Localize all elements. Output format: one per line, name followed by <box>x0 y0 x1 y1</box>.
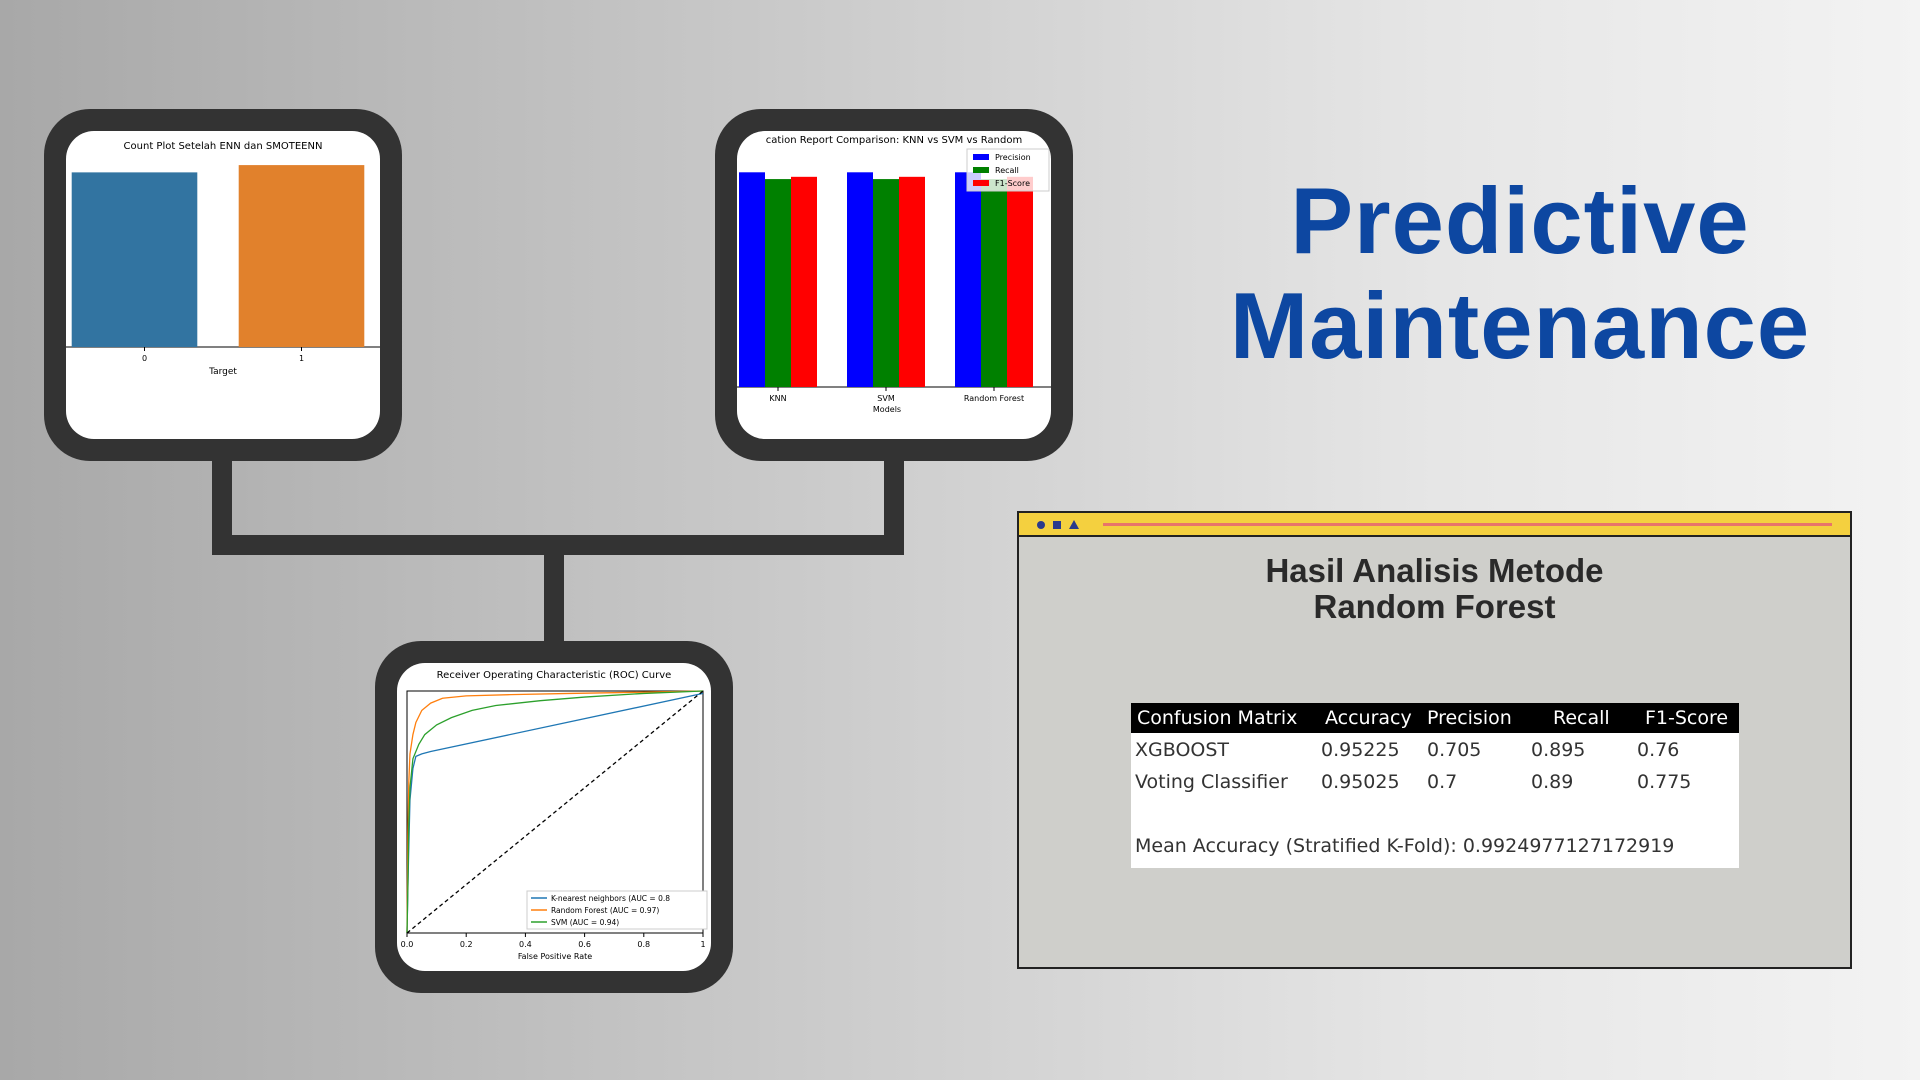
triangle-icon <box>1069 520 1079 529</box>
legend-label: Recall <box>995 166 1019 175</box>
table-cell: Voting Classifier <box>1135 771 1288 793</box>
results-heading-line1: Hasil Analisis Metode <box>1265 552 1604 589</box>
legend-swatch <box>973 154 989 160</box>
x-axis-label: Target <box>208 367 237 377</box>
results-table-header: Confusion Matrix Accuracy Precision Reca… <box>1131 703 1739 733</box>
header-cell: Recall <box>1553 707 1610 729</box>
table-cell: 0.775 <box>1637 771 1692 793</box>
legend-label: K-nearest neighbors (AUC = 0.8 <box>551 894 670 903</box>
x-tick-label: SVM <box>877 394 895 403</box>
page-title-line1: Predictive <box>1290 168 1750 273</box>
x-tick-label: 0.8 <box>637 940 650 949</box>
bar-1 <box>238 165 365 347</box>
circle-icon <box>1037 521 1045 529</box>
chart-title: cation Report Comparison: KNN vs SVM vs … <box>766 135 1022 146</box>
table-cell: 0.95225 <box>1321 739 1400 761</box>
table-cell: 0.89 <box>1531 771 1574 793</box>
table-cell: XGBOOST <box>1135 739 1230 761</box>
x-tick-label: 1 <box>299 354 304 363</box>
legend-box <box>526 890 708 930</box>
header-cell: Accuracy <box>1325 707 1412 729</box>
table-cell: 0.705 <box>1427 739 1482 761</box>
count-plot-chart: Count Plot Setelah ENN dan SMOTEENN 0 1 Tar… <box>66 141 380 377</box>
bar-recall-1 <box>873 179 899 387</box>
roc-line-1 <box>406 690 704 934</box>
roc-line-2 <box>406 690 704 934</box>
x-tick-label: KNN <box>769 394 786 403</box>
legend-label: F1-Score <box>995 179 1030 188</box>
header-cell: F1-Score <box>1645 707 1729 729</box>
chart-title: Receiver Operating Characteristic (ROC) … <box>437 670 672 681</box>
x-axis-label: False Positive Rate <box>518 952 592 961</box>
page-title-line2: Maintenance <box>1229 273 1811 378</box>
x-tick-label: 0.2 <box>460 940 473 949</box>
x-tick-label: 0.4 <box>519 940 532 949</box>
bar-precision-0 <box>739 172 765 387</box>
bar-recall-2 <box>981 179 1007 387</box>
legend-swatch <box>973 180 989 186</box>
square-icon <box>1053 521 1061 529</box>
x-tick-label: 0.0 <box>401 940 414 949</box>
results-heading-line2: Random Forest <box>1313 588 1556 625</box>
x-tick-label: 0.6 <box>578 940 591 949</box>
table-cell: 0.95025 <box>1321 771 1400 793</box>
bar-precision-2 <box>955 172 981 387</box>
connector-bottom-vertical <box>544 553 564 643</box>
results-table: Confusion Matrix Accuracy Precision Reca… <box>1131 703 1739 868</box>
x-tick-label: 0 <box>142 354 147 363</box>
results-heading: Hasil Analisis Metode Random Forest <box>1019 553 1850 625</box>
bar-f1-score-1 <box>899 176 925 387</box>
bar-0 <box>71 172 198 347</box>
count-plot-frame: Count Plot Setelah ENN dan SMOTEENN 0 1 Tar… <box>44 109 402 461</box>
bar-f1-score-2 <box>1007 176 1033 387</box>
page-title: Predictive Maintenance <box>1140 168 1900 378</box>
header-cell: Precision <box>1427 707 1512 729</box>
diagonal-reference-line <box>406 690 704 934</box>
count-plot-panel: Count Plot Setelah ENN dan SMOTEENN 0 1 Tar… <box>66 131 380 439</box>
header-cell: Confusion Matrix <box>1137 707 1298 729</box>
bar-f1-score-0 <box>791 176 817 387</box>
x-tick-label: 1 <box>700 940 705 949</box>
roc-curve-frame: Receiver Operating Characteristic (ROC) … <box>375 641 733 993</box>
table-cell: 0.895 <box>1531 739 1586 761</box>
roc-curve-chart: Receiver Operating Characteristic (ROC) … <box>401 670 708 961</box>
table-cell: 0.7 <box>1427 771 1458 793</box>
legend-label: SVM (AUC = 0.94) <box>551 918 619 927</box>
connector-right-vertical <box>884 455 904 555</box>
bar-precision-1 <box>847 172 873 387</box>
bar-recall-0 <box>765 179 791 387</box>
classification-report-frame: cation Report Comparison: KNN vs SVM vs … <box>715 109 1073 461</box>
roc-curve-panel: Receiver Operating Characteristic (ROC) … <box>397 663 711 971</box>
legend-swatch <box>973 167 989 173</box>
plot-area <box>406 690 704 934</box>
chart-title: Count Plot Setelah ENN dan SMOTEENN <box>124 141 323 152</box>
connector-horizontal <box>212 535 904 555</box>
connector-left-vertical <box>212 455 232 555</box>
window-bar-line <box>1103 523 1832 526</box>
mean-accuracy-text: Mean Accuracy (Stratified K-Fold): 0.992… <box>1135 835 1675 857</box>
classification-report-chart: cation Report Comparison: KNN vs SVM vs … <box>737 135 1051 414</box>
window-title-bar <box>1019 513 1850 537</box>
table-cell: 0.76 <box>1637 739 1680 761</box>
x-tick-label: Random Forest <box>964 394 1024 403</box>
classification-report-panel: cation Report Comparison: KNN vs SVM vs … <box>737 131 1051 439</box>
legend-label: Random Forest (AUC = 0.97) <box>551 906 659 915</box>
results-window: Hasil Analisis Metode Random Forest Conf… <box>1017 511 1852 969</box>
legend-label: Precision <box>995 153 1031 162</box>
x-axis-label: Models <box>873 405 901 414</box>
